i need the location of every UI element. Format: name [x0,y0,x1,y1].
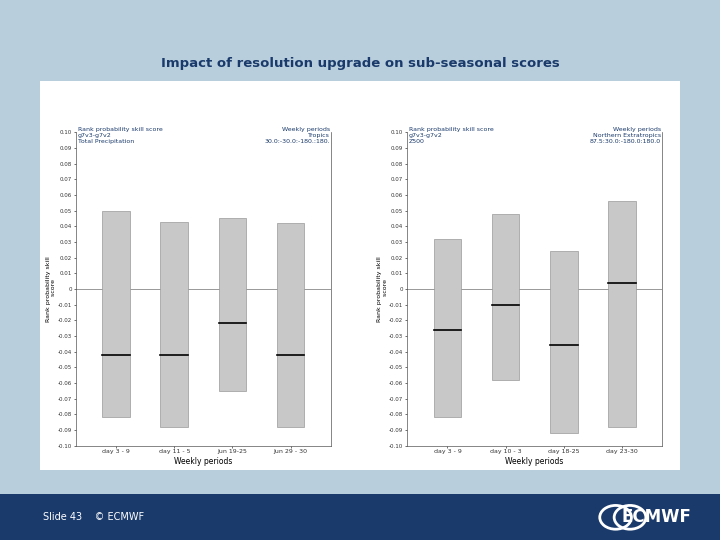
Bar [102,211,130,417]
Bar [161,221,189,427]
Bar [276,223,305,427]
X-axis label: Weekly periods: Weekly periods [505,457,564,465]
Text: Weekly periods
Northern Extratropics
87.5:30.0:-180.0:180.0: Weekly periods Northern Extratropics 87.… [590,127,661,144]
Bar [218,219,246,391]
Text: Rank probability skill score
g7v3-g7v2
Total Precipitation: Rank probability skill score g7v3-g7v2 T… [78,127,163,144]
Text: Impact of resolution upgrade on sub-seasonal scores: Impact of resolution upgrade on sub-seas… [161,57,559,70]
Bar [492,214,520,380]
Y-axis label: Rank probability skill
 score: Rank probability skill score [377,256,387,322]
Y-axis label: Rank probability skill
 score: Rank probability skill score [45,256,56,322]
Text: Weekly periods
Tropics
30.0:-30.0:-180.:180.: Weekly periods Tropics 30.0:-30.0:-180.:… [264,127,330,144]
X-axis label: Weekly periods: Weekly periods [174,457,233,465]
Text: Rank probability skill score
g7v3-g7v2
Z500: Rank probability skill score g7v3-g7v2 Z… [409,127,494,144]
Bar [433,239,462,417]
Bar [608,201,636,427]
Text: Slide 43    © ECMWF: Slide 43 © ECMWF [43,512,144,522]
Text: ECMWF: ECMWF [621,508,691,526]
Bar [549,251,577,433]
